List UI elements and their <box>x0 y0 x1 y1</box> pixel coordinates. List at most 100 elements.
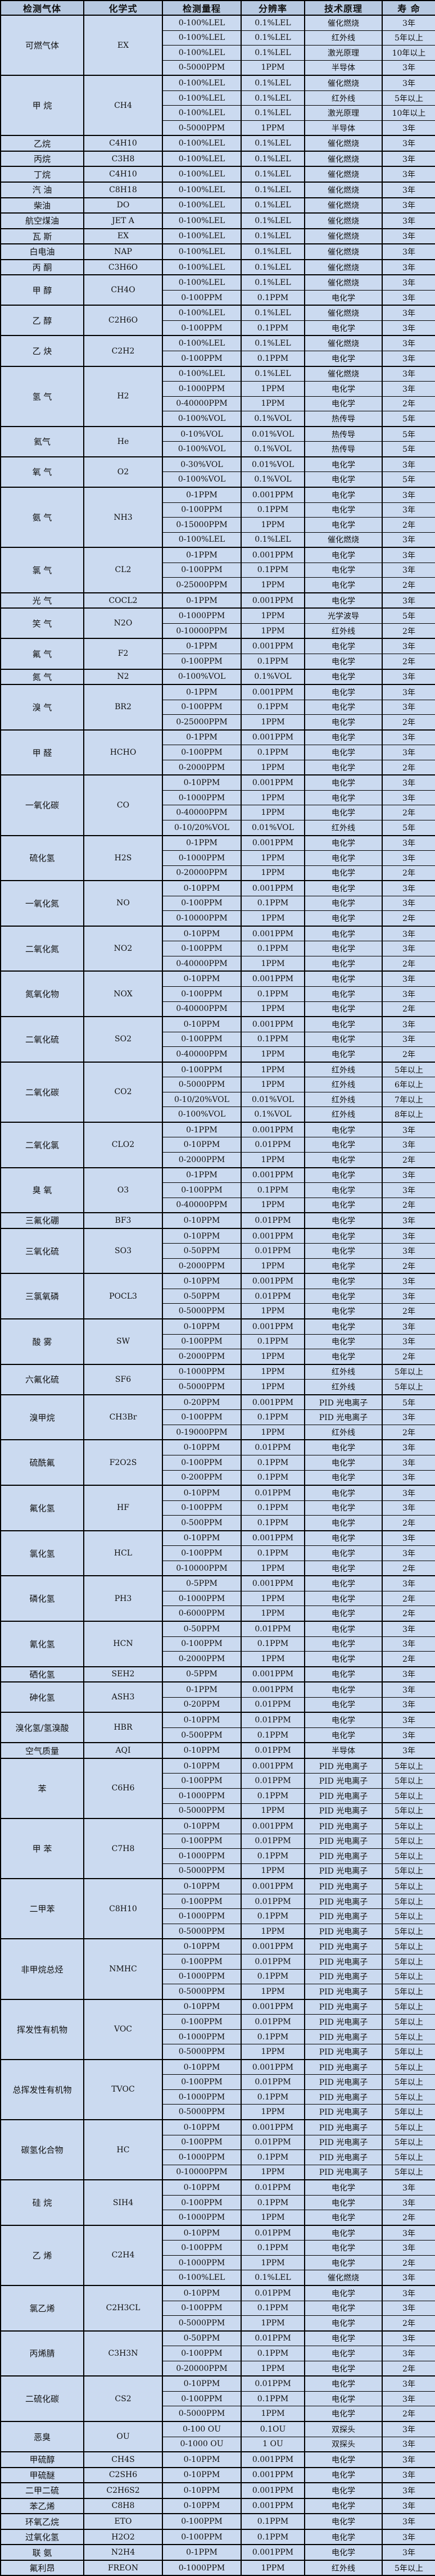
life-cell: 3年 <box>382 2224 435 2241</box>
life-cell: 3年 <box>382 547 435 563</box>
table-row: 汽 油 C8H18 0-100%LEL 0.1%LEL 催化燃烧 3年 <box>0 182 435 198</box>
resolution-cell: 0.01PPM <box>241 1773 305 1789</box>
table-row: 0-100PPM 0.1PPM 电化学 3年 <box>1 351 435 367</box>
principle-cell: 电化学 <box>304 638 383 654</box>
resolution-cell: 1PPM <box>241 1606 305 1622</box>
table-row: 氮 气 N2 0-100%VOL 0.1%VOL 电化学 3年 <box>0 668 435 685</box>
formula-cell: BR2 <box>83 684 163 731</box>
resolution-cell: 0.1PPM <box>241 1409 305 1425</box>
life-cell: 3年 <box>382 1031 435 1047</box>
resolution-cell: 0.1PPM <box>241 1454 305 1471</box>
life-cell: 3年 <box>382 1334 435 1350</box>
formula-cell: O2 <box>83 456 163 488</box>
resolution-cell: 0.1PPM <box>241 2391 305 2407</box>
range-cell: 0-1PPM <box>162 684 242 700</box>
principle-cell: 催化燃烧 <box>304 532 383 548</box>
table-row: 甲 醇 CH4O 0-100%LEL 0.1%LEL 催化燃烧 3年 <box>0 274 435 306</box>
principle-cell: 电化学 <box>304 1697 383 1713</box>
gas-name-cell: 可燃气体 <box>0 14 84 76</box>
resolution-cell: 0.001PPM <box>241 547 305 563</box>
formula-cell: NOX <box>83 970 163 1017</box>
range-cell: 0-100PPM <box>162 289 242 306</box>
principle-cell: 电化学 <box>304 471 383 488</box>
resolution-cell: 1PPM <box>241 1923 305 1939</box>
formula-cell: HCHO <box>83 729 163 775</box>
resolution-cell: 1PPM <box>241 1560 305 1576</box>
resolution-cell: 0.1PPM <box>241 351 305 367</box>
range-cell: 0-1000PPM <box>162 1788 242 1804</box>
range-cell: 0-1000PPM <box>162 1848 242 1864</box>
life-cell: 5年以上 <box>382 2074 435 2090</box>
life-cell: 3年 <box>382 1288 435 1304</box>
table-row: 0-2000PPM 1PPM 电化学 2年 <box>1 1258 435 1274</box>
range-cell: 0-100%LEL <box>162 182 242 198</box>
table-row: 0-100%LEL 0.1%LEL 催化燃烧 3年 <box>1 2270 435 2286</box>
table-row: 0-100PPM 0.01PPM PID 光电离子 5年以上 <box>1 2074 435 2090</box>
life-cell: 3年 <box>382 274 435 291</box>
life-cell: 5年 <box>382 819 435 836</box>
range-cell: 0-50PPM <box>162 2330 242 2347</box>
table-row: 0-20PPM 0.01PPM 电化学 3年 <box>1 1697 435 1713</box>
range-cell: 0-10PPM <box>162 774 242 791</box>
resolution-cell: 0.1PPM <box>241 320 305 336</box>
range-cell: 0-1PPM <box>162 1681 242 1698</box>
principle-cell: PID 光电离子 <box>304 1863 383 1879</box>
table-row: 0-20000PPM 1PPM 电化学 2年 <box>1 865 435 881</box>
principle-cell: PID 光电离子 <box>304 1803 383 1819</box>
life-cell: 5年以上 <box>382 2149 435 2165</box>
life-cell: 5年 <box>382 441 435 457</box>
life-cell: 3年 <box>382 1167 435 1183</box>
life-cell: 3年 <box>382 1500 435 1516</box>
life-cell: 5年以上 <box>382 1061 435 1078</box>
table-row: 0-1000PPM 0.1PPM PID 光电离子 5年以上 <box>1 2029 435 2045</box>
life-cell: 3年 <box>382 729 435 746</box>
life-cell: 2年 <box>382 653 435 670</box>
formula-cell: COCL2 <box>83 592 163 609</box>
table-row: 丁烷 C4H10 0-100%LEL 0.1%LEL 催化燃烧 3年 <box>0 166 435 183</box>
principle-cell: 双探头 <box>304 2420 383 2437</box>
gas-name-cell: 一氧化碳 <box>0 774 84 836</box>
formula-cell: EX <box>83 228 163 244</box>
principle-cell: 电化学 <box>304 2255 383 2271</box>
formula-cell: DO <box>83 197 163 214</box>
table-row: 联 氨 N2H4 0-1PPM 0.001PPM 电化学 3年 <box>0 2544 435 2561</box>
range-cell: 0-2000PPM <box>162 759 242 775</box>
table-row: 甲 醛 HCHO 0-1PPM 0.001PPM 电化学 3年 <box>0 729 435 775</box>
table-row: 0-19000PPM 1PPM 红外线 2年 <box>1 1424 435 1440</box>
principle-cell: 电化学 <box>304 1258 383 1274</box>
principle-cell: 电化学 <box>304 2544 383 2561</box>
resolution-cell: 0.001PPM <box>241 1273 305 1289</box>
resolution-cell: 0.001PPM <box>241 1121 305 1138</box>
life-cell: 5年以上 <box>382 1938 435 1955</box>
principle-cell: 电化学 <box>304 2300 383 2316</box>
table-row: 0-5000PPM 1PPM 电化学 2年 <box>1 1303 435 1319</box>
resolution-cell: 0.001PPM <box>241 880 305 896</box>
table-row: 甲 苯 C7H8 0-10PPM 0.001PPM PID 光电离子 5年以上 <box>0 1818 435 1879</box>
range-cell: 0-100%VOL <box>162 471 242 488</box>
gas-name-cell: 二氧化氮 <box>0 925 84 972</box>
table-row: 0-40000PPM 1PPM 电化学 2年 <box>1 1197 435 1213</box>
formula-cell: EX <box>83 14 163 76</box>
life-cell: 5年以上 <box>382 1908 435 1924</box>
range-cell: 0-1000PPM <box>162 2089 242 2105</box>
principle-cell: 电化学 <box>304 1545 383 1561</box>
formula-cell: He <box>83 425 163 457</box>
life-cell: 10年以上 <box>382 105 435 121</box>
gas-name-cell: 溴化氢/氢溴酸 <box>0 1712 84 1743</box>
life-cell: 3年 <box>382 895 435 911</box>
range-cell: 0-10PPM <box>162 2058 242 2075</box>
table-row: 光 气 COCL2 0-1PPM 0.001PPM 电化学 3年 <box>0 592 435 609</box>
resolution-cell: 0.01%VOL <box>241 425 305 442</box>
gas-name-cell: 丙烷 <box>0 150 84 167</box>
life-cell: 5年以上 <box>382 1863 435 1879</box>
resolution-cell: 0.1%LEL <box>241 258 305 275</box>
principle-cell: 电化学 <box>304 2391 383 2407</box>
principle-cell: 电化学 <box>304 320 383 336</box>
range-cell: 0-1000PPM <box>162 850 242 866</box>
principle-cell: 电化学 <box>304 592 383 609</box>
principle-cell: 激光原理 <box>304 105 383 121</box>
principle-cell: 红外线 <box>304 1091 383 1108</box>
range-cell: 0-10/20%VOL <box>162 1091 242 1108</box>
principle-cell: 红外线 <box>304 623 383 639</box>
principle-cell: 电化学 <box>304 2528 383 2545</box>
